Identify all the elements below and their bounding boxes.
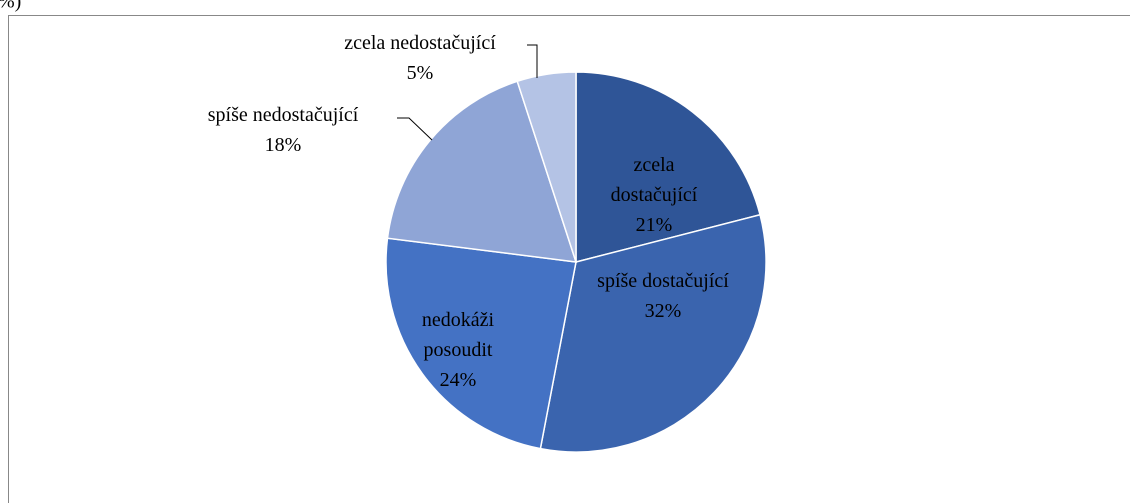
value-label: 18% <box>264 134 302 156</box>
category-label: nedokáži posoudit <box>421 309 495 361</box>
value-label: 5% <box>406 62 434 84</box>
leader-line <box>397 117 433 141</box>
slice-label: nedokáži posoudit 24% <box>398 305 518 395</box>
category-label: zcela nedostačující <box>344 32 496 54</box>
value-label: 24% <box>439 369 477 391</box>
label-box: nedokáži posoudit 24% <box>398 305 518 395</box>
slice-label: zcela dostačující 21% <box>589 150 719 240</box>
pie-slice <box>386 80 578 263</box>
category-label: spíše nedostačující <box>207 104 359 126</box>
category-label: zcela dostačující <box>610 154 698 206</box>
pie-slice <box>385 237 577 450</box>
leader-line <box>527 44 538 78</box>
category-label: spíše dostačující <box>597 270 729 292</box>
label-box: spíše dostačující 32% <box>553 266 773 326</box>
slice-label: spíše dostačující 32% <box>553 266 773 326</box>
value-label: 21% <box>635 214 673 236</box>
pie-slice <box>539 213 767 453</box>
value-label: 32% <box>644 300 682 322</box>
slice-label: zcela nedostačující 5% <box>290 28 550 88</box>
label-box: zcela dostačující 21% <box>589 150 719 240</box>
slice-label: spíše nedostačující 18% <box>153 100 413 160</box>
label-box: spíše nedostačující 18% <box>153 100 413 160</box>
pie-slice <box>575 71 761 263</box>
label-box: zcela nedostačující 5% <box>290 28 550 88</box>
pie-slice <box>516 71 577 263</box>
chart-title: %) <box>0 0 21 13</box>
